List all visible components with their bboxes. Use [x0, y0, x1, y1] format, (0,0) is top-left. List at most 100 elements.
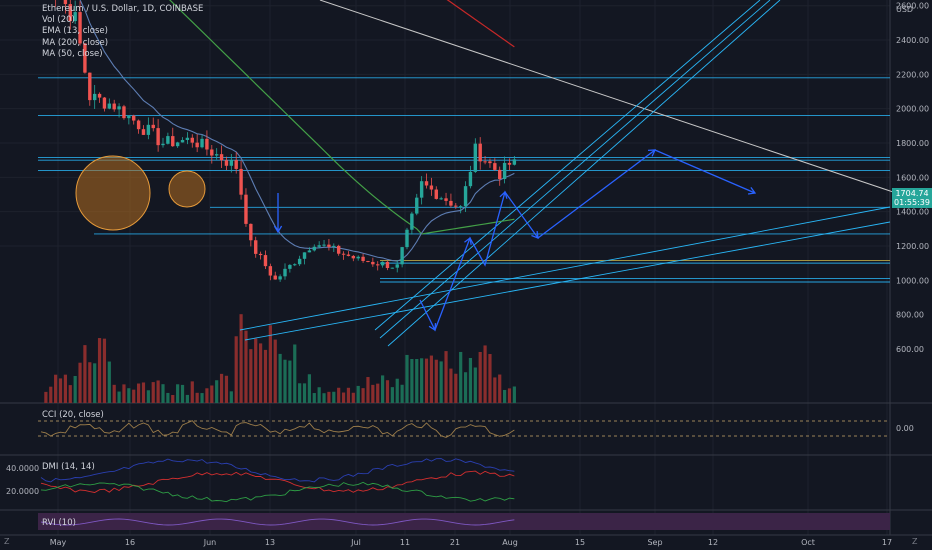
price-tick-label: 2200.00: [896, 70, 929, 79]
volume-bar: [63, 374, 67, 403]
candle-body: [180, 140, 185, 143]
price-tick-label: 2400.00: [896, 36, 929, 45]
volume-bar: [137, 383, 141, 403]
volume-bar: [219, 373, 224, 403]
volume-bar: [376, 383, 380, 403]
candle-body: [293, 264, 297, 266]
arrow-head: [531, 230, 539, 239]
candle-body: [390, 267, 395, 269]
volume-bar: [424, 358, 429, 403]
candle-body: [224, 160, 229, 166]
candle-body: [327, 244, 331, 247]
rvi-pane-label[interactable]: RVI (10): [42, 518, 76, 528]
time-tick-label: Aug: [502, 538, 518, 547]
volume-bar: [97, 338, 102, 403]
candle-body: [317, 245, 321, 247]
indicator-panes: [38, 420, 890, 530]
volume-bar: [415, 358, 419, 403]
candle-body: [244, 194, 248, 224]
volume-bar: [205, 388, 209, 403]
time-tick-label: Jul: [350, 538, 361, 547]
candle-body: [419, 181, 424, 198]
volume-bar: [44, 391, 48, 403]
candle-body: [493, 163, 497, 170]
candle-body: [195, 142, 199, 148]
volume-bar: [249, 349, 253, 403]
volume-bar: [151, 382, 155, 403]
volume-bar: [190, 381, 194, 403]
candle-body: [483, 161, 487, 163]
candle-body: [454, 205, 458, 207]
volume-bar: [463, 372, 468, 403]
candle-body: [322, 244, 326, 246]
volume-bar: [93, 363, 97, 403]
candle-body: [127, 115, 131, 119]
candle-body: [78, 12, 82, 44]
volume-bar: [200, 393, 204, 403]
ema13-line: [79, 0, 515, 262]
cci-pane-label[interactable]: CCI (20, close): [42, 410, 104, 420]
candle-body: [415, 197, 419, 214]
candle-body: [68, 4, 72, 22]
candle-body: [488, 161, 492, 164]
volume-bar: [102, 338, 107, 403]
candle-body: [112, 103, 116, 110]
ma50-line: [168, 0, 515, 235]
candle-body: [141, 129, 146, 135]
candle-body: [219, 154, 224, 161]
candle-body: [205, 138, 209, 150]
candle-body: [473, 143, 478, 172]
volume-bar: [459, 351, 463, 403]
candle-body: [166, 136, 170, 144]
volume-bars: [44, 314, 516, 403]
candle-body: [307, 250, 312, 253]
candle-body: [371, 261, 375, 265]
price-tick-label: 1600.00: [896, 173, 929, 182]
candle-body: [346, 254, 351, 256]
time-tick-label: Jun: [203, 538, 217, 547]
volume-bar: [259, 343, 263, 403]
candle-body: [439, 198, 443, 200]
zoom-icon-left[interactable]: Z: [4, 537, 10, 546]
candle-body: [405, 229, 409, 248]
volume-bar: [429, 355, 433, 403]
time-tick-label: Sep: [647, 538, 662, 547]
time-tick-label: 21: [450, 538, 460, 547]
volume-bar: [122, 384, 126, 403]
volume-bar: [478, 351, 482, 403]
candle-body: [254, 240, 258, 254]
volume-bar: [317, 387, 321, 403]
candle-body: [424, 181, 429, 186]
candle-body: [92, 93, 97, 101]
plus-di-line: [40, 481, 515, 503]
arrow-head: [747, 186, 757, 195]
candle-body: [449, 200, 453, 206]
volume-bar: [117, 391, 121, 403]
dmi-tick-label: 20.0000: [6, 487, 39, 496]
candle-body: [458, 206, 463, 208]
volume-bar: [434, 359, 438, 403]
zoom-icon-right[interactable]: Z: [912, 537, 918, 546]
volume-bar: [268, 325, 272, 403]
candle-body: [185, 137, 190, 141]
cci-line: [40, 420, 515, 438]
volume-bar: [254, 338, 258, 403]
candle-body: [102, 97, 107, 109]
candle-body: [214, 154, 219, 156]
candle-body: [356, 256, 360, 259]
volume-bar: [390, 387, 394, 403]
volume-bar: [503, 389, 507, 403]
volume-bar: [141, 382, 146, 403]
volume-bar: [107, 361, 111, 403]
volume-bar: [244, 330, 248, 403]
cci-tick-label: 0.00: [896, 424, 914, 433]
candle-body: [502, 162, 507, 180]
time-tick-label: 12: [708, 538, 718, 547]
volume-bar: [58, 378, 63, 403]
bar-countdown: 01:55:39: [894, 198, 930, 207]
volume-bar: [395, 378, 399, 403]
dmi-pane-label[interactable]: DMI (14, 14): [42, 462, 95, 472]
